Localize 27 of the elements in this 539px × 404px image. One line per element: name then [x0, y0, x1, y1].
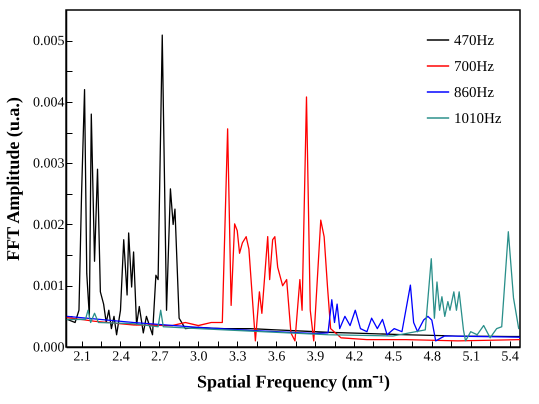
x-tick-label: 4.8: [424, 350, 442, 364]
x-tick-label: 2.7: [151, 350, 169, 364]
legend-label: 860Hz: [454, 85, 494, 101]
x-tick-label: 3.9: [306, 350, 324, 364]
x-tick-label: 2.1: [73, 350, 91, 364]
y-axis-title: FFT Amplitude (u.a.): [3, 97, 23, 261]
legend-label: 700Hz: [454, 59, 494, 75]
y-tick-label: 0.002: [33, 218, 64, 233]
x-tick-label: 2.4: [112, 350, 130, 364]
y-tick-label: 0.001: [33, 279, 64, 294]
x-tick-label: 3.3: [228, 350, 246, 364]
x-tick-label: 3.0: [190, 350, 208, 364]
y-tick-label: 0.005: [33, 34, 64, 50]
x-tick-label: 3.6: [268, 350, 286, 364]
x-tick-label: 4.5: [384, 350, 402, 364]
line-series: [66, 96, 520, 342]
y-tick-label: 0.000: [33, 340, 64, 356]
line-series: [66, 284, 520, 342]
x-tick-label: 4.2: [346, 350, 364, 364]
x-axis-title: Spatial Frequency (nm⁻¹): [196, 372, 390, 392]
legend-label: 470Hz: [454, 33, 494, 49]
line-series: [66, 231, 520, 342]
x-tick-label: 5.1: [462, 350, 480, 364]
legend-label: 1010Hz: [454, 111, 502, 127]
y-tick-label: 0.004: [33, 95, 64, 110]
x-tick-label: 5.4: [501, 350, 519, 364]
y-tick-label: 0.003: [33, 156, 64, 172]
